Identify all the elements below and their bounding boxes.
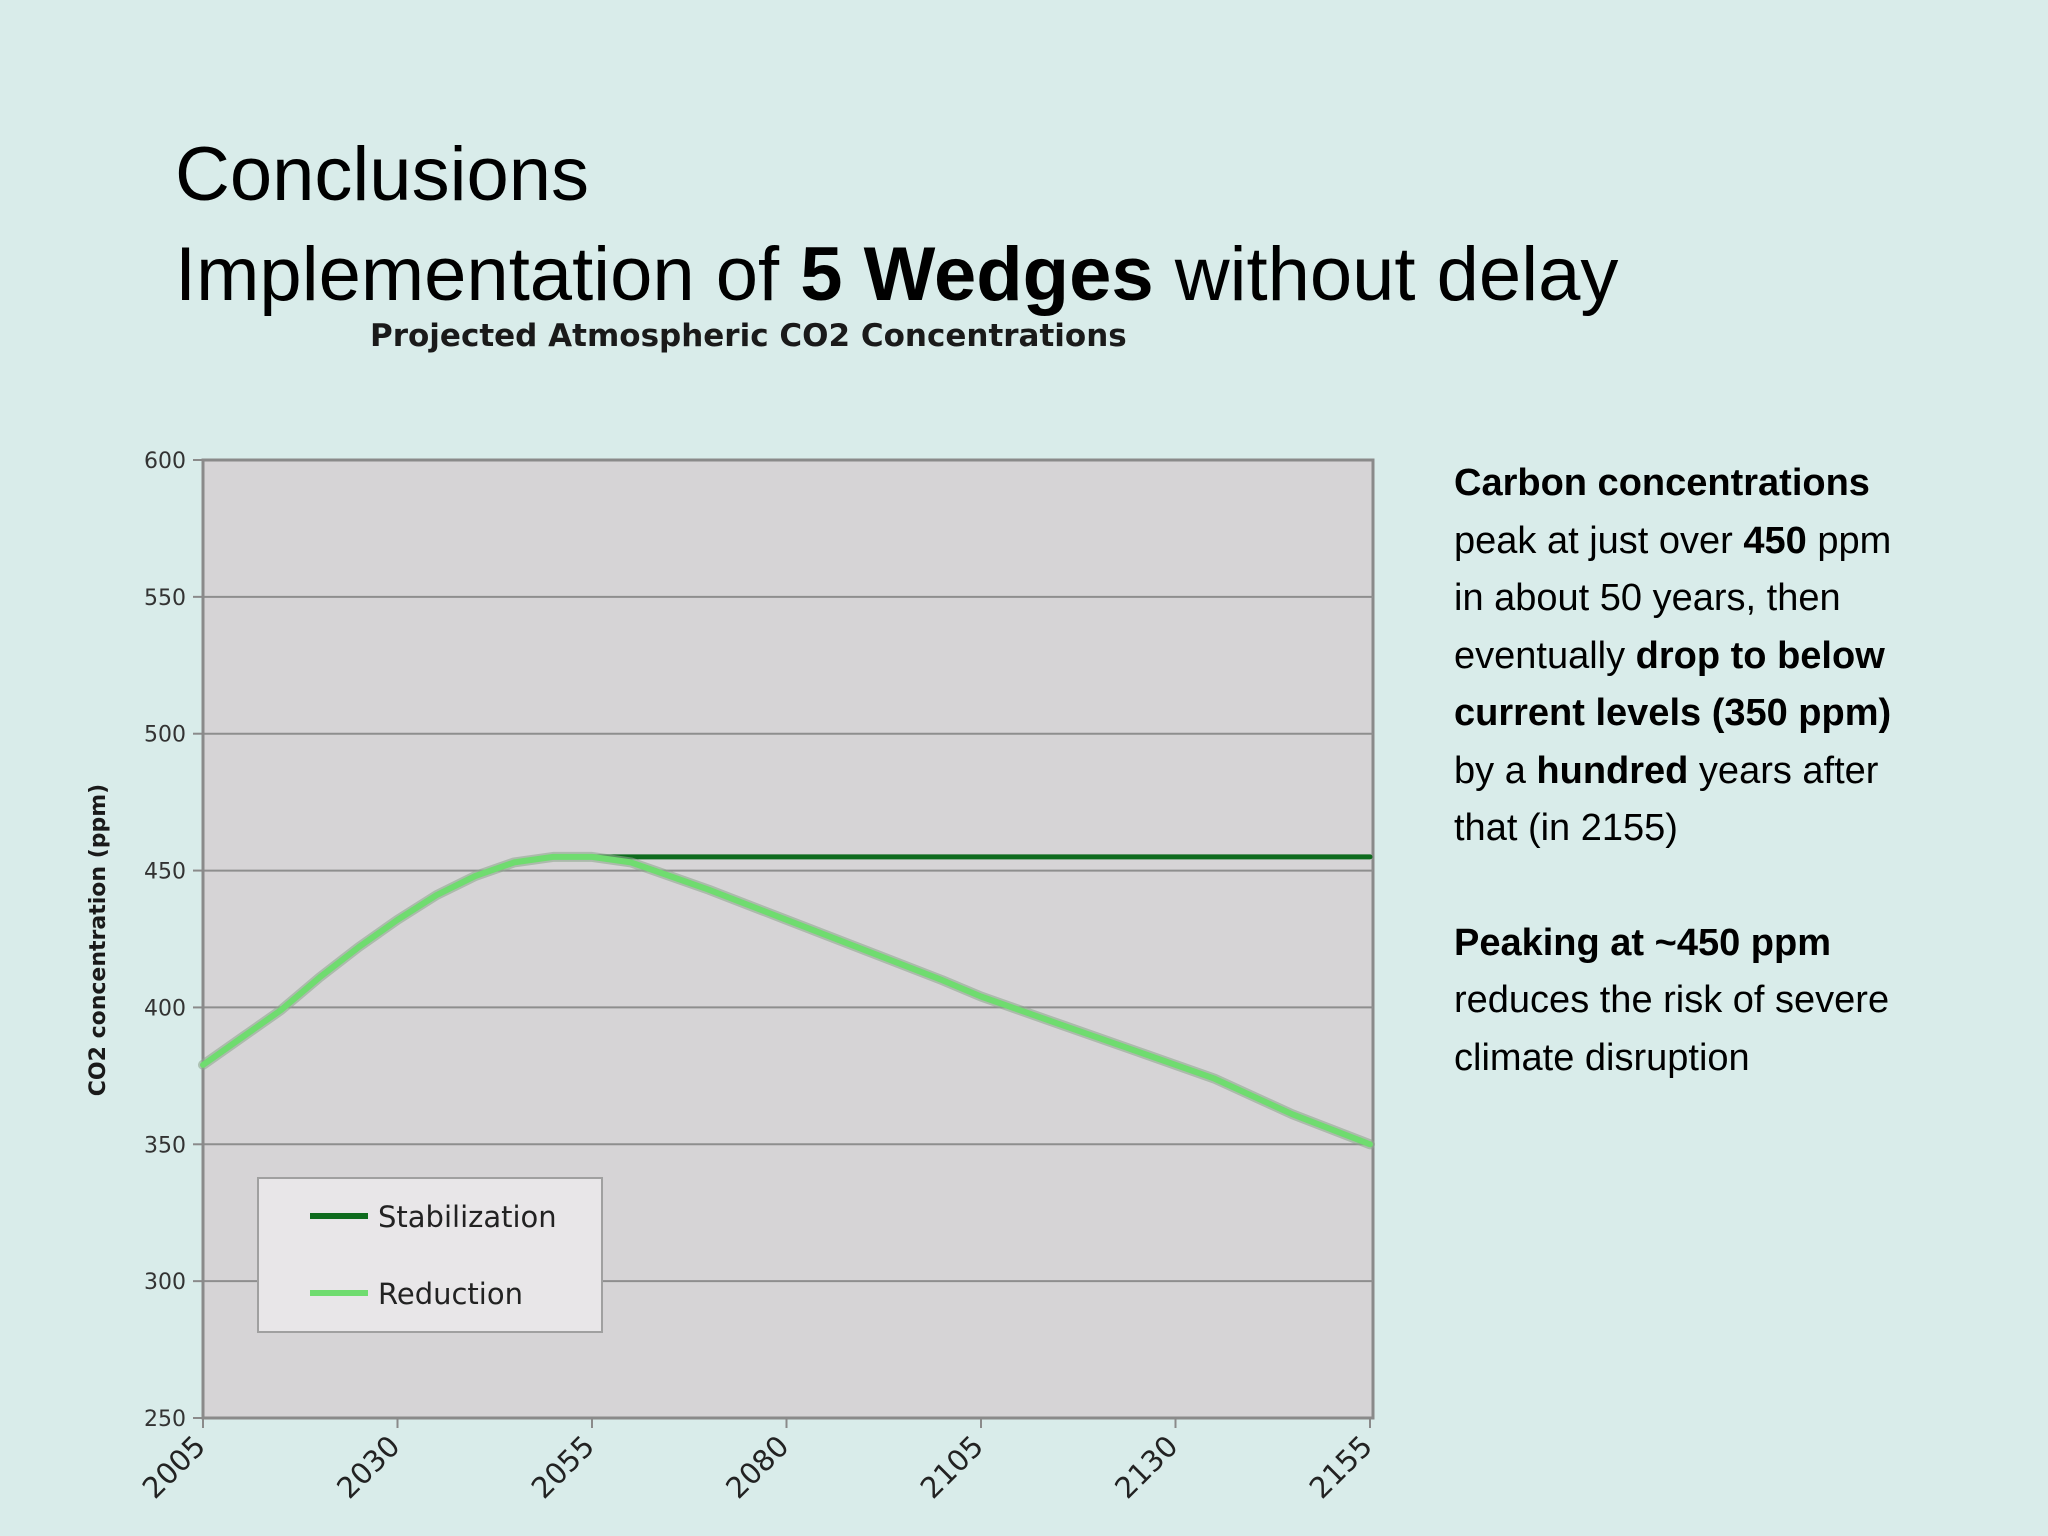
chart-title: Projected Atmospheric CO2 Concentrations bbox=[370, 318, 1127, 354]
x-tick-label: 2155 bbox=[1303, 1429, 1379, 1505]
side-p2-bold-1: Peaking at ~450 ppm bbox=[1454, 921, 1831, 964]
x-axis-ticks: 2005 2030 2055 2080 2105 2130 2155 bbox=[136, 1418, 1379, 1505]
side-p1-text-3: by a bbox=[1454, 749, 1537, 792]
series-line-reduction bbox=[200, 853, 1373, 1148]
side-p2-text-1: reduces the risk of severe climate disru… bbox=[1454, 979, 1890, 1079]
series-layer bbox=[198, 851, 1375, 1150]
side-p1-bold-1: Carbon concentrations bbox=[1454, 462, 1870, 504]
slide-title: Conclusions Implementation of 5 Wedges w… bbox=[175, 125, 1618, 325]
y-tick-label: 550 bbox=[144, 586, 186, 611]
y-tick-label: 300 bbox=[144, 1270, 186, 1295]
side-p1-bold-2: 450 bbox=[1743, 519, 1807, 562]
legend-label-stabilization: Stabilization bbox=[378, 1200, 557, 1234]
title-line-2: Implementation of 5 Wedges without delay bbox=[175, 225, 1618, 325]
x-tick-label: 2005 bbox=[136, 1429, 212, 1505]
x-tick-label: 2080 bbox=[719, 1429, 795, 1505]
side-p1-text-1: peak at just over bbox=[1454, 519, 1744, 562]
legend-box bbox=[257, 1177, 603, 1333]
legend: Stabilization Reduction bbox=[257, 1177, 603, 1333]
y-tick-label: 350 bbox=[144, 1133, 186, 1158]
title-line-2-pre: Implementation of bbox=[175, 232, 801, 317]
y-tick-label: 500 bbox=[144, 723, 186, 748]
side-p1-text-4: years after that (in 2155) bbox=[1454, 749, 1879, 850]
x-tick-label: 2130 bbox=[1108, 1429, 1184, 1505]
side-p1-text-2: ppm in about 50 years, then eventually bbox=[1454, 519, 1892, 677]
y-tick-label: 250 bbox=[144, 1407, 186, 1432]
side-p1-bold-3: drop to below current levels (350 ppm) bbox=[1454, 634, 1892, 735]
side-text: Carbon concentrations peak at just over … bbox=[1454, 455, 1894, 1087]
y-axis-label: CO2 concentration (ppm) bbox=[86, 784, 111, 1097]
title-line-2-bold: 5 Wedges bbox=[800, 232, 1154, 317]
x-tick-label: 2030 bbox=[330, 1429, 406, 1505]
title-line-2-post: without delay bbox=[1153, 232, 1619, 317]
y-tick-label: 600 bbox=[144, 449, 186, 474]
title-line-1: Conclusions bbox=[175, 132, 589, 217]
x-tick-label: 2055 bbox=[525, 1429, 601, 1505]
y-tick-label: 450 bbox=[144, 860, 186, 885]
x-tick-label: 2105 bbox=[914, 1429, 990, 1505]
side-paragraph-2: Peaking at ~450 ppm reduces the risk of … bbox=[1454, 915, 1894, 1088]
y-axis-ticks: 600 550 500 450 400 350 300 250 bbox=[144, 449, 203, 1432]
y-tick-label: 400 bbox=[144, 996, 186, 1021]
legend-label-reduction: Reduction bbox=[378, 1277, 523, 1311]
side-p1-bold-4: hundred bbox=[1536, 749, 1689, 792]
side-paragraph-1: Carbon concentrations peak at just over … bbox=[1454, 455, 1894, 858]
